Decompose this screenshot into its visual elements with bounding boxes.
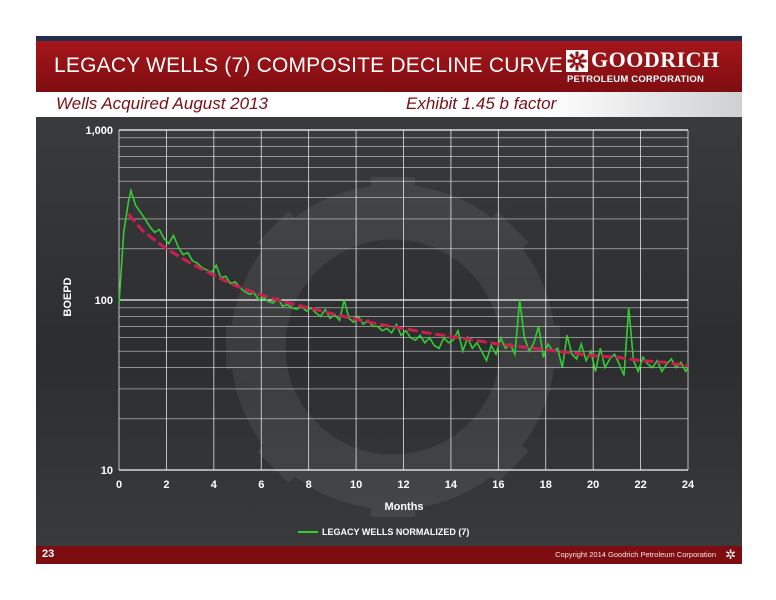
series-line-type-curve	[127, 213, 689, 368]
page-title: LEGACY WELLS (7) COMPOSITE DECLINE CURVE	[54, 54, 564, 77]
logo-subtitle: PETROLEUM CORPORATION	[567, 74, 705, 85]
subtitle-left: Wells Acquired August 2013	[56, 94, 268, 113]
subtitle-right: Exhibit 1.45 b factor	[406, 94, 557, 113]
subtitle-bar: Wells Acquired August 2013 Exhibit 1.45 …	[36, 92, 742, 117]
x-tick-label: 22	[634, 479, 646, 491]
x-tick-label: 16	[492, 479, 504, 491]
x-tick-label: 2	[163, 479, 169, 491]
y-tick-label: 1,000	[85, 125, 113, 137]
y-tick-label: 100	[95, 295, 113, 307]
series-line-legacy-wells	[118, 187, 689, 376]
legend-label: LEGACY WELLS NORMALIZED (7)	[322, 527, 469, 537]
copyright-text: Copyright 2014 Goodrich Petroleum Corpor…	[555, 550, 716, 559]
logo-name: GOODRICH	[591, 47, 720, 72]
x-tick-label: 18	[540, 479, 552, 491]
x-tick-label: 0	[116, 479, 122, 491]
page-number: 23	[42, 548, 55, 560]
x-tick-label: 10	[350, 479, 362, 491]
x-tick-label: 24	[682, 479, 695, 491]
x-tick-labels: 0 2 4 6 8 10 12 14 16 18 20 22 24	[116, 479, 695, 491]
y-tick-labels: 10 100 1,000	[85, 125, 113, 477]
logo-gear-icon	[566, 50, 588, 72]
top-stripe	[36, 36, 742, 41]
x-tick-label: 4	[211, 479, 218, 491]
company-logo: GOODRICH PETROLEUM CORPORATION	[566, 47, 724, 88]
y-tick-label: 10	[101, 465, 113, 477]
x-tick-label: 12	[397, 479, 409, 491]
header-bar: LEGACY WELLS (7) COMPOSITE DECLINE CURVE…	[36, 41, 742, 92]
x-tick-label: 8	[306, 479, 312, 491]
legend: LEGACY WELLS NORMALIZED (7)	[298, 527, 469, 537]
x-tick-label: 20	[587, 479, 599, 491]
watermark-gear-icon	[226, 177, 560, 517]
x-tick-label: 14	[445, 479, 458, 491]
chart-grid	[118, 129, 689, 471]
x-tick-label: 6	[258, 479, 264, 491]
x-axis-label: Months	[384, 501, 423, 513]
gear-icon: ✲	[725, 547, 736, 562]
footer-bar: 23 Copyright 2014 Goodrich Petroleum Cor…	[36, 546, 742, 564]
y-axis-label: BOEPD	[62, 277, 74, 316]
